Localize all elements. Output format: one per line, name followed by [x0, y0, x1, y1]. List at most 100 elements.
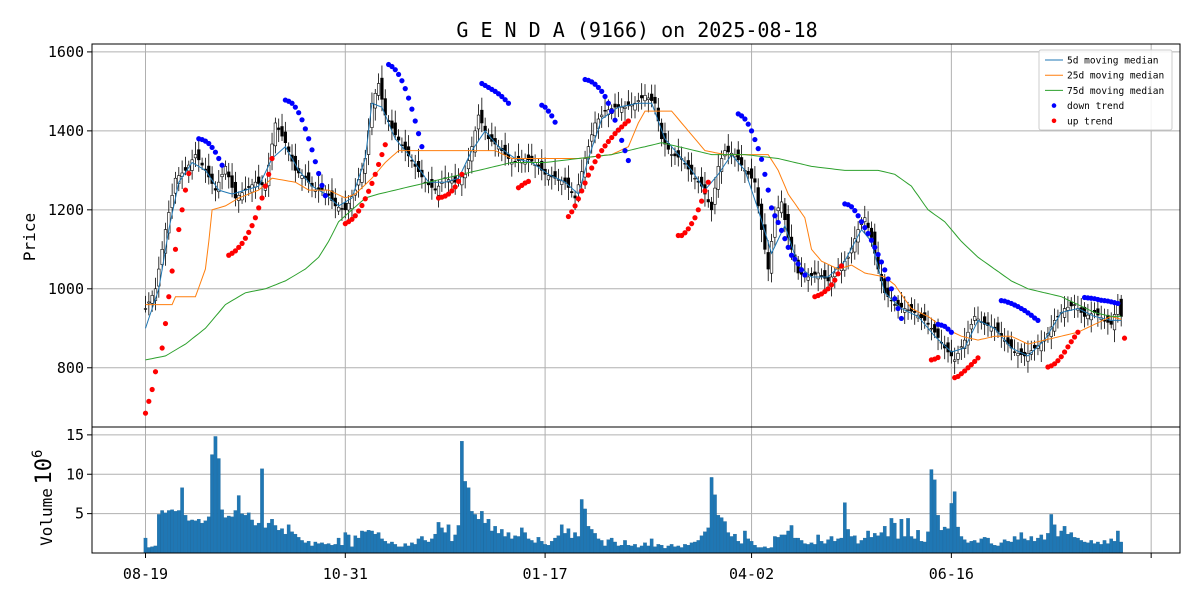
volume-bar — [886, 536, 890, 554]
volume-bar — [480, 511, 484, 554]
down-trend-marker — [625, 157, 631, 164]
down-trend-marker — [758, 156, 765, 162]
volume-bar — [526, 538, 531, 554]
volume-bar — [669, 544, 674, 554]
down-trend-marker — [306, 136, 312, 142]
up-trend-marker — [142, 410, 149, 416]
candle-body — [650, 93, 654, 101]
candle-body — [713, 187, 717, 205]
down-trend-marker — [592, 81, 598, 87]
volume-bar — [1026, 540, 1030, 554]
volume-bar — [157, 514, 161, 554]
down-trend-marker — [412, 118, 418, 124]
candlestick-series — [143, 65, 1123, 374]
candle-body — [769, 241, 774, 274]
volume-bar — [603, 545, 607, 554]
volume-bar — [746, 538, 751, 554]
volume-bar — [813, 544, 817, 554]
volume-bar — [376, 532, 381, 554]
volume-bar — [506, 532, 511, 554]
volume-bar — [599, 540, 604, 554]
candle-body — [673, 153, 677, 157]
up-trend-marker — [459, 171, 465, 177]
candle-body — [207, 165, 211, 178]
volume-bar — [733, 533, 737, 554]
down-trend-marker — [402, 86, 408, 92]
candle-body — [223, 166, 228, 175]
volume-bar — [483, 522, 487, 554]
volume-bar — [529, 540, 534, 554]
volume-bar — [1082, 541, 1087, 554]
up-trend-marker — [1065, 344, 1071, 350]
volume-bar — [1096, 541, 1100, 554]
down-trend-marker — [948, 329, 954, 335]
volume-bar — [226, 515, 231, 554]
down-trend-marker — [609, 108, 615, 114]
candle-body — [546, 175, 551, 181]
volume-bar — [549, 541, 554, 554]
legend-box — [1038, 49, 1173, 131]
down-trend-marker — [795, 261, 801, 267]
candle-body — [1033, 344, 1037, 349]
candle-body — [147, 301, 151, 304]
candle-body — [826, 276, 830, 282]
down-trend-marker — [862, 225, 868, 231]
candle-body — [463, 173, 467, 179]
up-trend-marker — [445, 191, 452, 197]
candle-body — [636, 100, 640, 103]
up-trend-marker — [972, 358, 978, 365]
up-trend-marker — [828, 282, 835, 288]
volume-bar — [919, 541, 924, 554]
candle-body — [919, 313, 923, 319]
volume-bar — [573, 532, 577, 554]
up-trend-marker — [1058, 354, 1064, 360]
volume-bar — [779, 534, 784, 554]
volume-bar — [716, 515, 721, 554]
candle-body — [227, 171, 231, 178]
candle-body — [776, 207, 780, 212]
volume-bar — [966, 542, 970, 554]
down-trend-marker — [852, 208, 858, 214]
volume-bar — [972, 540, 977, 554]
volume-bar — [177, 510, 181, 554]
candle-body — [753, 178, 757, 183]
volume-bar — [859, 540, 864, 554]
volume-bar — [160, 510, 164, 554]
candle-body — [969, 324, 973, 330]
candle-body — [640, 95, 644, 99]
volume-bar — [150, 546, 154, 554]
volume-bar — [183, 515, 188, 554]
up-trend-marker — [269, 155, 275, 162]
candle-body — [643, 95, 647, 102]
up-trend-marker — [619, 124, 625, 130]
volume-bar — [1116, 530, 1120, 554]
up-trend-marker — [149, 386, 155, 393]
volume-bar — [216, 458, 221, 554]
volume-bar — [763, 546, 767, 554]
volume-bar — [929, 469, 934, 554]
up-trend-marker — [166, 294, 172, 300]
candle-body — [430, 179, 434, 188]
candle-body — [936, 328, 940, 338]
up-trend-marker — [962, 368, 968, 374]
volume-bar — [243, 515, 248, 554]
volume-bar — [493, 526, 497, 554]
volume-bar — [456, 525, 461, 554]
up-trend-marker — [682, 230, 688, 236]
volume-bar — [253, 525, 258, 554]
volume-bar — [476, 519, 481, 554]
candle-body — [593, 122, 597, 137]
candle-body — [783, 203, 787, 221]
x-tick-label: 06-16 — [929, 565, 974, 583]
up-trend-marker — [1051, 361, 1058, 367]
price-y-tick-label: 1600 — [48, 43, 84, 61]
volume-bar — [589, 529, 594, 554]
volume-bar — [290, 531, 294, 554]
volume-bar — [689, 542, 694, 554]
volume-bar — [819, 541, 824, 554]
down-trend-marker — [888, 286, 895, 292]
candle-body — [480, 109, 484, 124]
volume-bar — [240, 513, 244, 554]
candle-body — [433, 188, 437, 191]
volume-bar — [1119, 541, 1123, 554]
